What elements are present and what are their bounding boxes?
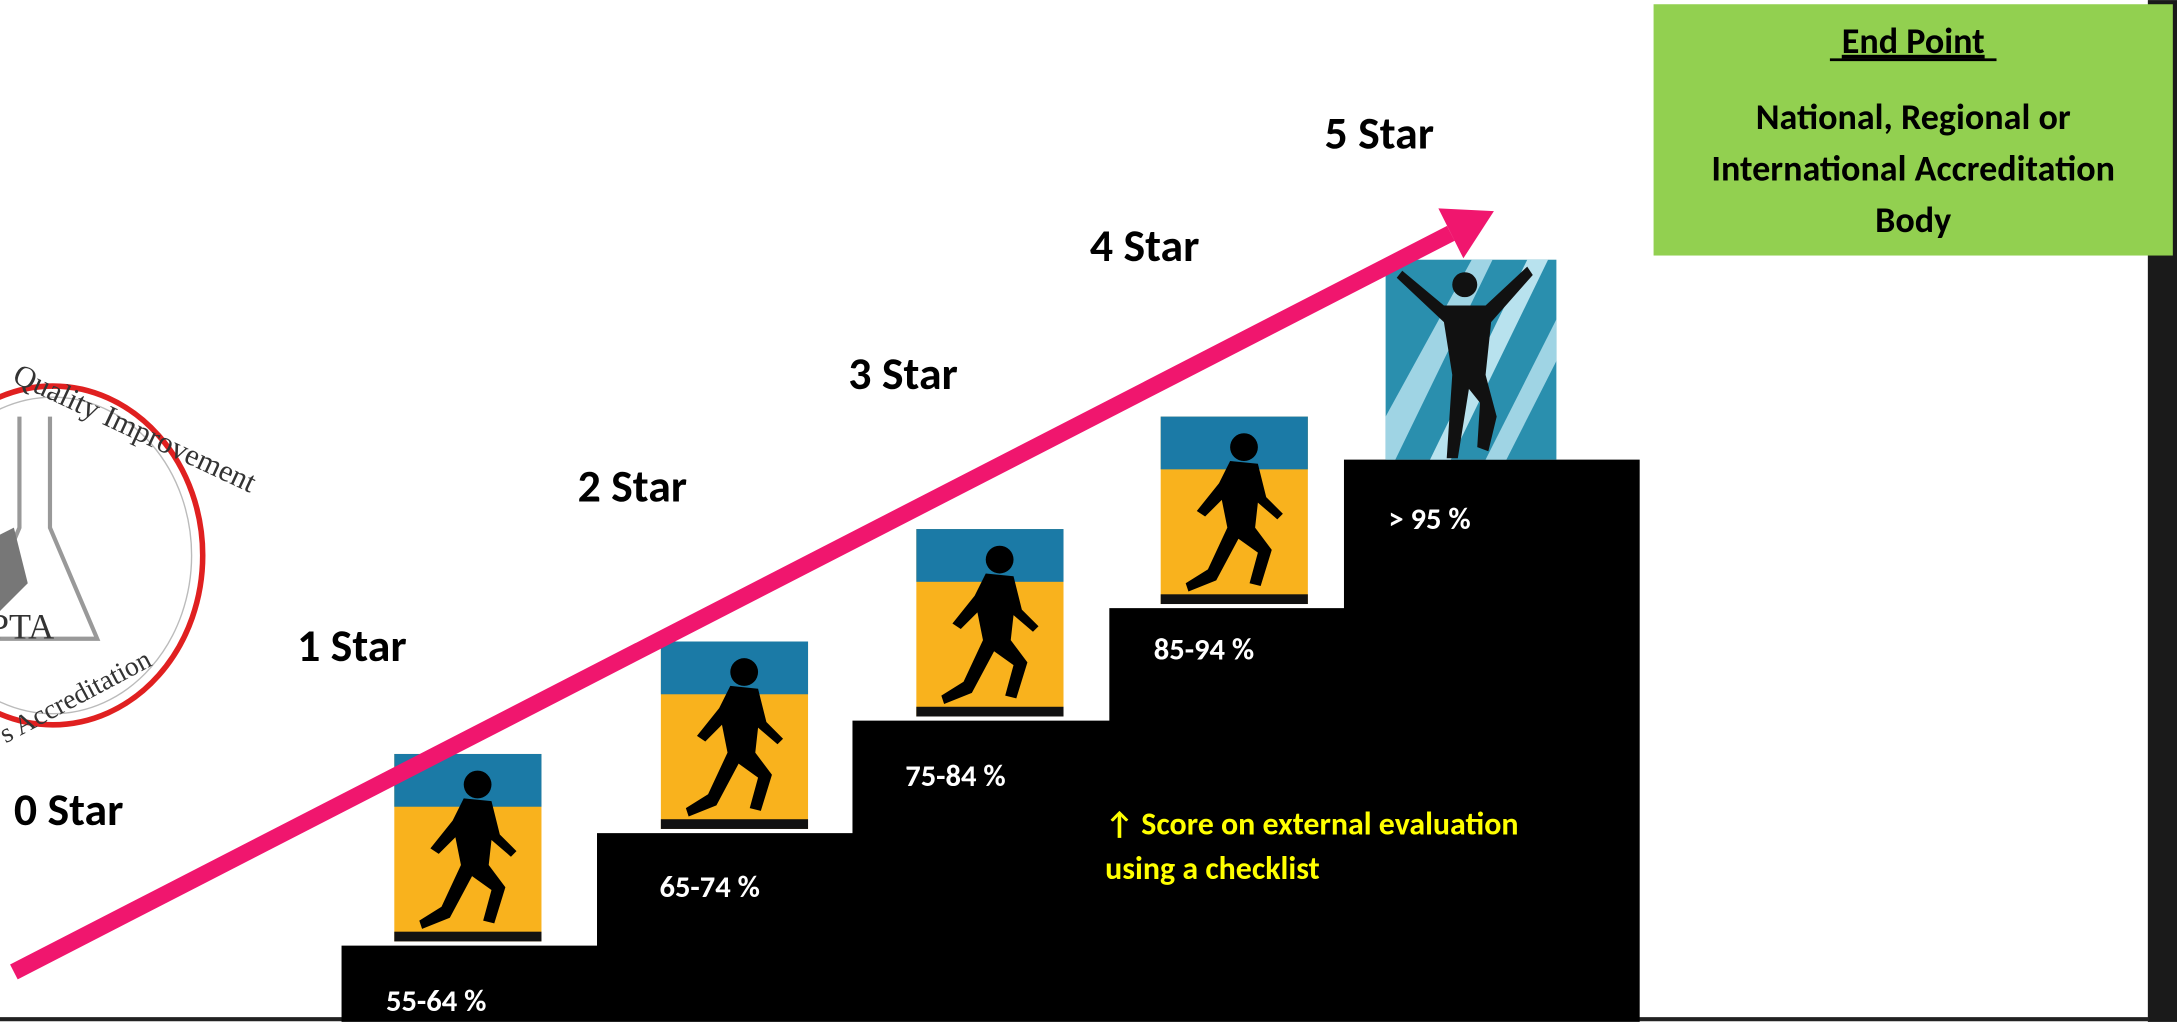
note-line: ↑ Score on external evaluation (1105, 804, 1518, 843)
end-point-line: Body (1875, 198, 1951, 242)
end-point-title: End Point (1842, 19, 1985, 63)
score-range: 55-64 % (386, 983, 486, 1020)
star-label: 4 Star (1090, 218, 1200, 274)
page: Quality Improvement PTA s Accreditation … (0, 0, 2177, 1022)
star-label: 1 Star (297, 618, 407, 674)
note-line: using a checklist (1105, 849, 1320, 888)
star-label: 0 Star (14, 782, 124, 838)
end-point-line: National, Regional or (1756, 95, 2071, 139)
score-range: 85-94 % (1154, 632, 1254, 669)
finisher-image (1386, 260, 1557, 460)
logo-text-center: PTA (0, 607, 54, 647)
score-range: 65-74 % (659, 869, 759, 906)
runner-image (394, 754, 541, 941)
logo: Quality Improvement PTA s Accreditation (0, 357, 262, 750)
star-label: 2 Star (578, 458, 688, 514)
score-range: 75-84 % (905, 758, 1005, 795)
star-label: 3 Star (848, 346, 958, 402)
slide: Quality Improvement PTA s Accreditation … (0, 0, 2177, 1022)
end-point-line: International Accreditation (1711, 147, 2115, 191)
star-label: 5 Star (1325, 106, 1435, 162)
score-range: > 95 % (1388, 501, 1470, 538)
runner-image (916, 529, 1063, 716)
runner-image (1161, 417, 1308, 604)
runner-image (661, 642, 808, 829)
end-point-box: End Point National, Regional or Internat… (1654, 4, 2173, 255)
